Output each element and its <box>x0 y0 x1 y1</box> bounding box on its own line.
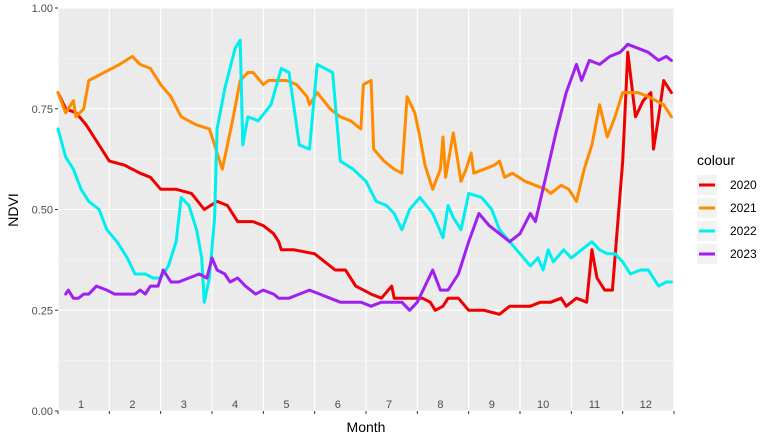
month-label: 11 <box>589 399 600 411</box>
month-label: 5 <box>283 399 289 411</box>
month-label: 6 <box>335 399 341 411</box>
y-tick-label: 0.50 <box>32 205 53 217</box>
series-lines <box>56 38 673 316</box>
series-line-2020 <box>56 50 673 316</box>
month-label: 10 <box>537 399 549 411</box>
legend-title: colour <box>697 152 735 168</box>
legend-label-2021: 2021 <box>730 201 757 215</box>
legend: colour 2020 2021 2022 2023 <box>697 152 757 264</box>
legend-label-2020: 2020 <box>730 178 757 192</box>
y-tick-label: 0.75 <box>32 104 53 116</box>
month-label: 4 <box>232 399 238 411</box>
x-axis-title: Month <box>347 419 386 435</box>
legend-label-2023: 2023 <box>730 247 757 261</box>
y-tick-label: 0.25 <box>32 305 53 317</box>
month-label: 8 <box>437 399 443 411</box>
legend-label-2022: 2022 <box>730 224 757 238</box>
month-label: 12 <box>640 399 652 411</box>
month-label: 9 <box>489 399 495 411</box>
y-axis-title: NDVI <box>5 193 21 226</box>
y-tick-label: 0.00 <box>32 406 53 418</box>
series-line-2021 <box>56 54 673 203</box>
month-label: 3 <box>181 399 187 411</box>
month-label: 1 <box>78 399 84 411</box>
axes: 0.000.250.500.751.001 2 3 4 5 6 7 8 9 10 11 12 <box>32 3 675 418</box>
series-line-2023 <box>64 42 673 312</box>
month-label: 2 <box>129 399 135 411</box>
month-label: 7 <box>386 399 392 411</box>
y-tick-label: 1.00 <box>32 3 53 15</box>
